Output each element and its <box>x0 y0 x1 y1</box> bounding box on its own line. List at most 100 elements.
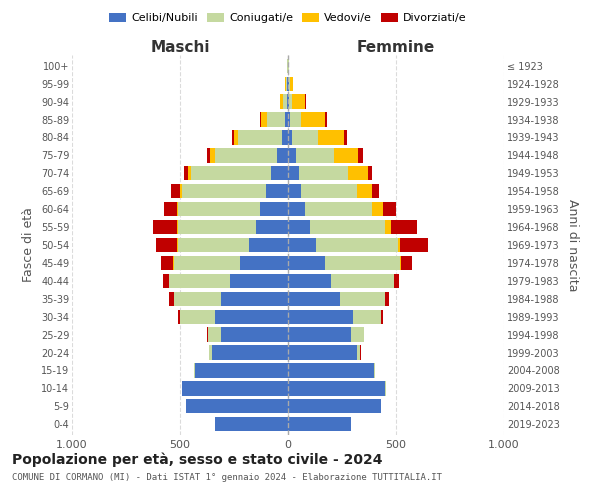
Bar <box>383 202 396 216</box>
Bar <box>288 328 350 342</box>
Bar <box>215 148 277 162</box>
Bar <box>249 238 288 252</box>
Bar <box>207 148 210 162</box>
Bar <box>188 166 191 180</box>
Bar <box>325 256 400 270</box>
Bar <box>368 166 372 180</box>
Text: Maschi: Maschi <box>150 40 210 55</box>
Bar <box>358 148 362 162</box>
Bar <box>289 76 290 91</box>
Bar <box>187 399 288 413</box>
Bar <box>301 112 325 126</box>
Legend: Celibi/Nubili, Coniugati/e, Vedovi/e, Divorziati/e: Celibi/Nubili, Coniugati/e, Vedovi/e, Di… <box>105 8 471 28</box>
Bar <box>194 364 195 378</box>
Bar <box>177 220 178 234</box>
Bar <box>288 346 357 360</box>
Bar <box>232 130 234 144</box>
Bar <box>212 346 288 360</box>
Bar <box>290 76 293 91</box>
Bar <box>163 274 169 288</box>
Bar <box>288 274 331 288</box>
Bar <box>182 381 288 396</box>
Bar <box>178 310 180 324</box>
Bar <box>305 94 307 109</box>
Bar <box>230 274 288 288</box>
Bar <box>288 256 325 270</box>
Bar <box>178 238 249 252</box>
Bar <box>180 184 182 198</box>
Bar <box>195 364 288 378</box>
Bar <box>305 202 372 216</box>
Bar <box>184 166 188 180</box>
Bar <box>331 274 394 288</box>
Bar <box>177 202 178 216</box>
Bar <box>260 112 261 126</box>
Bar <box>288 381 385 396</box>
Bar <box>349 166 368 180</box>
Bar <box>281 130 288 144</box>
Bar <box>400 238 428 252</box>
Bar <box>325 112 327 126</box>
Bar <box>277 148 288 162</box>
Bar <box>385 292 389 306</box>
Bar <box>289 94 292 109</box>
Text: Femmine: Femmine <box>357 40 435 55</box>
Bar <box>310 220 385 234</box>
Bar <box>340 292 385 306</box>
Bar <box>394 274 398 288</box>
Bar <box>301 184 357 198</box>
Bar <box>292 130 318 144</box>
Bar <box>221 328 288 342</box>
Bar <box>210 148 215 162</box>
Bar <box>318 130 344 144</box>
Bar <box>261 112 268 126</box>
Bar <box>178 220 256 234</box>
Bar <box>288 417 350 432</box>
Bar <box>400 256 401 270</box>
Bar <box>164 202 177 216</box>
Bar <box>372 202 383 216</box>
Bar <box>353 310 381 324</box>
Bar <box>288 94 289 109</box>
Bar <box>266 184 288 198</box>
Bar <box>288 112 290 126</box>
Bar <box>350 328 364 342</box>
Bar <box>288 238 316 252</box>
Bar <box>169 292 173 306</box>
Bar <box>391 220 416 234</box>
Y-axis label: Fasce di età: Fasce di età <box>22 208 35 282</box>
Bar <box>288 130 292 144</box>
Bar <box>173 292 221 306</box>
Bar <box>288 310 353 324</box>
Bar <box>287 94 288 109</box>
Bar <box>280 94 283 109</box>
Bar <box>288 76 289 91</box>
Bar <box>288 292 340 306</box>
Bar <box>161 256 173 270</box>
Bar <box>268 112 285 126</box>
Bar <box>385 220 391 234</box>
Bar <box>334 148 358 162</box>
Bar <box>207 328 208 342</box>
Bar <box>292 94 305 109</box>
Bar <box>169 274 230 288</box>
Bar <box>238 130 281 144</box>
Bar <box>288 220 310 234</box>
Bar <box>283 94 287 109</box>
Bar <box>287 76 288 91</box>
Bar <box>285 112 288 126</box>
Bar <box>344 130 347 144</box>
Bar <box>290 112 301 126</box>
Bar <box>182 184 266 198</box>
Bar <box>177 238 178 252</box>
Text: COMUNE DI CORMANO (MI) - Dati ISTAT 1° gennaio 2024 - Elaborazione TUTTITALIA.IT: COMUNE DI CORMANO (MI) - Dati ISTAT 1° g… <box>12 472 442 482</box>
Bar <box>357 346 361 360</box>
Bar <box>180 310 215 324</box>
Bar <box>153 220 177 234</box>
Bar <box>191 166 271 180</box>
Bar <box>209 346 212 360</box>
Bar <box>288 166 299 180</box>
Text: Popolazione per età, sesso e stato civile - 2024: Popolazione per età, sesso e stato civil… <box>12 452 383 467</box>
Bar <box>381 310 383 324</box>
Bar <box>271 166 288 180</box>
